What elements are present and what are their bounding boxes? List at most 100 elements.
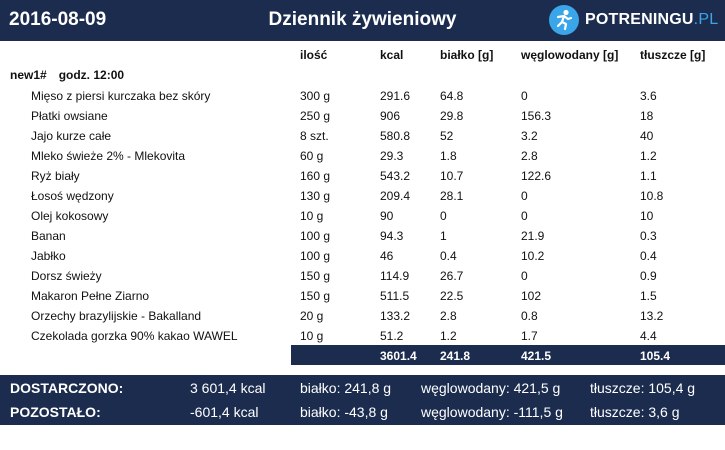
- food-protein: 0.4: [440, 249, 457, 263]
- total-fat: 105.4: [640, 349, 671, 363]
- food-fat: 10.8: [640, 189, 664, 203]
- food-fat: 4.4: [640, 329, 657, 343]
- food-name: Makaron Pełne Ziarno: [31, 289, 150, 303]
- food-qty: 300 g: [300, 89, 331, 103]
- food-qty: 20 g: [300, 309, 324, 323]
- food-name: Płatki owsiane: [31, 109, 108, 123]
- food-name: Jabłko: [31, 249, 66, 263]
- food-list: Mięso z piersi kurczaka bez skóry 300 g 29…: [0, 86, 725, 346]
- food-kcal: 29.3: [380, 149, 404, 163]
- food-name: Orzechy brazylijskie - Bakalland: [31, 309, 202, 323]
- food-qty: 130 g: [300, 189, 331, 203]
- food-protein: 64.8: [440, 89, 464, 103]
- food-kcal: 94.3: [380, 229, 404, 243]
- food-protein: 10.7: [440, 169, 464, 183]
- food-carbs: 156.3: [521, 109, 552, 123]
- column-header-protein: białko [g]: [440, 48, 494, 62]
- column-header-fat: tłuszcze [g]: [640, 48, 706, 62]
- food-carbs: 1.7: [521, 329, 538, 343]
- table-row: Orzechy brazylijskie - Bakalland 20 g 133.…: [0, 306, 725, 326]
- food-qty: 150 g: [300, 269, 331, 283]
- table-row: Jajo kurze całe 8 szt. 580.8 52 3.2 40: [0, 126, 725, 146]
- meal-time: godz. 12:00: [58, 68, 125, 82]
- table-row: Dorsz świeży 150 g 114.9 26.7 0 0.9: [0, 266, 725, 286]
- food-carbs: 21.9: [521, 229, 545, 243]
- food-carbs: 0.8: [521, 309, 538, 323]
- food-qty: 250 g: [300, 109, 331, 123]
- food-qty: 10 g: [300, 329, 324, 343]
- brand-name: POTRENINGU.PL: [585, 11, 718, 29]
- food-fat: 10: [640, 209, 654, 223]
- food-protein: 22.5: [440, 289, 464, 303]
- remaining-protein: białko: -43,8 g: [300, 404, 388, 420]
- food-protein: 1.2: [440, 329, 457, 343]
- food-protein: 29.8: [440, 109, 464, 123]
- brand-logo[interactable]: POTRENINGU.PL: [549, 5, 718, 35]
- food-kcal: 133.2: [380, 309, 411, 323]
- food-protein: 28.1: [440, 189, 464, 203]
- food-fat: 0.9: [640, 269, 657, 283]
- food-name: Ryż biały: [31, 169, 80, 183]
- food-kcal: 114.9: [380, 269, 410, 283]
- food-fat: 1.5: [640, 289, 657, 303]
- table-row: Makaron Pełne Ziarno 150 g 511.5 22.5 102 1.5: [0, 286, 725, 306]
- food-fat: 0.4: [640, 249, 657, 263]
- table-row: Mięso z piersi kurczaka bez skóry 300 g 29…: [0, 86, 725, 106]
- delivered-label: DOSTARCZONO:: [10, 380, 124, 396]
- food-protein: 52: [440, 129, 454, 143]
- summary-remaining: POZOSTAŁO: -601,4 kcal białko: -43,8 g w…: [0, 401, 725, 423]
- food-name: Jajo kurze całe: [31, 129, 112, 143]
- food-carbs: 3.2: [521, 129, 538, 143]
- column-header-carbs: węglowodany [g]: [521, 48, 619, 62]
- delivered-carbs: węglowodany: 421,5 g: [421, 380, 561, 396]
- food-carbs: 122.6: [521, 169, 552, 183]
- food-name: Dorsz świeży: [31, 269, 102, 283]
- column-header-qty: ilość: [300, 48, 328, 62]
- report-date: 2016-08-09: [9, 9, 107, 30]
- remaining-label: POZOSTAŁO:: [10, 404, 101, 420]
- food-qty: 8 szt.: [300, 129, 329, 143]
- food-fat: 18: [640, 109, 654, 123]
- food-carbs: 0: [521, 89, 528, 103]
- column-header-kcal: kcal: [380, 48, 404, 62]
- food-kcal: 51.2: [380, 329, 404, 343]
- table-row: Płatki owsiane 250 g 906 29.8 156.3 18: [0, 106, 725, 126]
- food-kcal: 906: [380, 109, 401, 123]
- food-fat: 3.6: [640, 89, 657, 103]
- food-qty: 160 g: [300, 169, 331, 183]
- delivered-fat: tłuszcze: 105,4 g: [590, 380, 696, 396]
- food-protein: 1.8: [440, 149, 457, 163]
- food-qty: 100 g: [300, 229, 331, 243]
- header-bar: 2016-08-09 Dziennik żywieniowy POTRENING…: [0, 0, 725, 41]
- food-carbs: 102: [521, 289, 542, 303]
- table-row: Banan 100 g 94.3 1 21.9 0.3: [0, 226, 725, 246]
- food-kcal: 90: [380, 209, 394, 223]
- food-qty: 60 g: [300, 149, 324, 163]
- food-fat: 40: [640, 129, 654, 143]
- food-protein: 0: [440, 209, 447, 223]
- table-row: Ryż biały 160 g 543.2 10.7 122.6 1.1: [0, 166, 725, 186]
- food-carbs: 0: [521, 269, 528, 283]
- delivered-kcal: 3 601,4 kcal: [190, 380, 266, 396]
- food-fat: 0.3: [640, 229, 657, 243]
- food-kcal: 580.8: [380, 129, 411, 143]
- food-kcal: 46: [380, 249, 394, 263]
- table-row: Olej kokosowy 10 g 90 0 0 10: [0, 206, 725, 226]
- delivered-protein: białko: 241,8 g: [300, 380, 392, 396]
- food-protein: 1: [440, 229, 447, 243]
- food-fat: 1.1: [640, 169, 657, 183]
- food-protein: 26.7: [440, 269, 464, 283]
- meal-heading: new1# godz. 12:00: [10, 68, 124, 82]
- food-fat: 1.2: [640, 149, 657, 163]
- brand-name-main: POTRENINGU: [585, 11, 694, 28]
- food-kcal: 291.6: [380, 89, 411, 103]
- remaining-carbs: węglowodany: -111,5 g: [421, 404, 563, 420]
- total-kcal: 3601.4: [380, 349, 417, 363]
- food-name: Czekolada gorzka 90% kakao WAWEL: [31, 329, 238, 343]
- food-kcal: 209.4: [380, 189, 411, 203]
- summary-panel: DOSTARCZONO: 3 601,4 kcal białko: 241,8 …: [0, 375, 725, 425]
- food-qty: 10 g: [300, 209, 324, 223]
- food-carbs: 0: [521, 189, 528, 203]
- food-protein: 2.8: [440, 309, 457, 323]
- food-name: Łosoś wędzony: [31, 189, 114, 203]
